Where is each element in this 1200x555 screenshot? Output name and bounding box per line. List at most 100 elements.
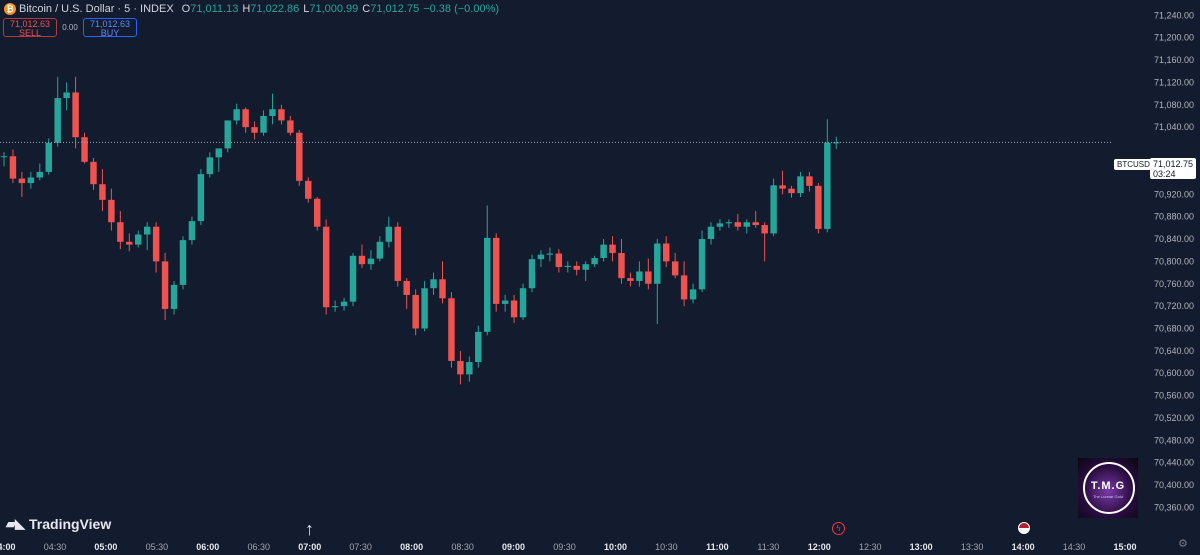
candle-body <box>269 109 276 116</box>
candle <box>260 110 267 136</box>
candle <box>636 261 643 287</box>
candle <box>716 219 724 231</box>
tradingview-logo[interactable]: ▰◣ TradingView <box>6 516 111 532</box>
price-tick-label: 71,160.00 <box>1154 55 1194 65</box>
candle-body <box>313 198 321 227</box>
candle <box>242 107 249 133</box>
candle-body <box>689 289 697 300</box>
candle <box>161 252 169 321</box>
arrow-up-icon[interactable]: ↑ <box>305 519 314 539</box>
time-tick-label: 13:00 <box>910 542 933 552</box>
price-tick-label: 70,360.00 <box>1154 502 1194 512</box>
candle <box>269 93 276 125</box>
candle-body <box>564 265 572 267</box>
settings-icon[interactable]: ⚙ <box>1178 538 1188 550</box>
candle-body <box>671 261 679 276</box>
symbol-title[interactable]: Bitcoin / U.S. Dollar · 5 · INDEX <box>19 3 174 15</box>
candle-body <box>215 148 222 158</box>
candle <box>564 261 572 273</box>
candle <box>519 283 527 321</box>
buy-button[interactable]: 71,012.63 BUY <box>83 18 137 38</box>
candle <box>45 138 52 175</box>
candle-body <box>260 115 267 133</box>
candle-body <box>54 98 61 143</box>
candle-body <box>734 222 742 227</box>
price-tick-label: 70,480.00 <box>1154 435 1194 445</box>
candle <box>457 350 464 385</box>
candle-body <box>161 261 169 309</box>
bitcoin-icon: ₿ <box>4 3 16 15</box>
candle-body <box>698 239 706 290</box>
candle-body <box>367 258 375 265</box>
candle-body <box>770 185 777 234</box>
price-tick-label: 71,040.00 <box>1154 122 1194 132</box>
candle <box>27 171 35 189</box>
us-flag-event-icon[interactable] <box>1018 522 1030 534</box>
candle <box>725 219 733 228</box>
candle <box>18 171 26 198</box>
last-price-value: 71,012.75 <box>1153 159 1194 169</box>
candle <box>546 247 554 262</box>
time-tick-label: 14:30 <box>1063 542 1086 552</box>
candle-body <box>430 279 437 289</box>
candle-body <box>466 362 473 375</box>
candle <box>278 104 285 125</box>
candle-body <box>296 132 303 181</box>
low-label: L <box>303 3 310 15</box>
time-tick-label: 09:00 <box>502 542 525 552</box>
candle-body <box>815 185 822 229</box>
open-label: O <box>181 3 191 15</box>
candle-body <box>188 221 196 241</box>
candle <box>698 230 706 293</box>
price-tick-label: 70,800.00 <box>1154 256 1194 266</box>
sell-button[interactable]: 71,012.63 SELL <box>3 18 57 38</box>
candle <box>54 76 61 147</box>
candle-body <box>251 127 258 133</box>
time-tick-label: 06:30 <box>248 542 271 552</box>
candle <box>743 219 750 234</box>
candle <box>412 289 419 336</box>
candle <box>99 169 106 212</box>
time-tick-label: 09:30 <box>553 542 576 552</box>
price-tick-label: 70,600.00 <box>1154 368 1194 378</box>
candle <box>689 283 697 304</box>
candle <box>555 249 563 273</box>
candle <box>9 149 17 184</box>
candle-body <box>376 241 384 259</box>
candle <box>510 294 518 323</box>
candle-body <box>654 243 661 284</box>
time-axis: 04:00 04:30 05:00 05:30 06:00 06:30 07:00 07:30… <box>0 542 1137 552</box>
candle-body <box>663 243 670 262</box>
lightning-event-icon[interactable]: ϟ <box>832 522 845 535</box>
candle-body <box>340 301 348 307</box>
candle-body <box>349 255 357 302</box>
bar-countdown: 03:24 <box>1153 169 1176 179</box>
time-tick-label: 11:00 <box>706 542 729 552</box>
candle <box>654 239 661 325</box>
candle-body <box>45 142 52 172</box>
candle <box>197 169 205 226</box>
candle <box>349 252 357 307</box>
price-tick-label: 70,920.00 <box>1154 189 1194 199</box>
candle-body <box>555 253 563 267</box>
change-value: −0.38 (−0.00%) <box>423 3 500 15</box>
candle <box>770 178 777 237</box>
candle-body <box>394 226 401 281</box>
candle-body <box>9 156 17 179</box>
candle <box>466 356 473 382</box>
candle <box>322 219 330 315</box>
watermark-ring <box>1083 462 1135 514</box>
candle-body <box>707 226 715 240</box>
buy-price: 71,012.63 <box>89 19 131 29</box>
spread-value: 0.00 <box>62 23 78 32</box>
price-tick-label: 71,080.00 <box>1154 100 1194 110</box>
candle-body <box>600 244 607 259</box>
price-tick-label: 70,760.00 <box>1154 279 1194 289</box>
candle <box>618 239 625 284</box>
candle <box>591 255 598 267</box>
candle-body <box>448 298 455 361</box>
candle <box>296 129 303 186</box>
candle-body <box>287 120 294 133</box>
candle <box>224 120 231 153</box>
